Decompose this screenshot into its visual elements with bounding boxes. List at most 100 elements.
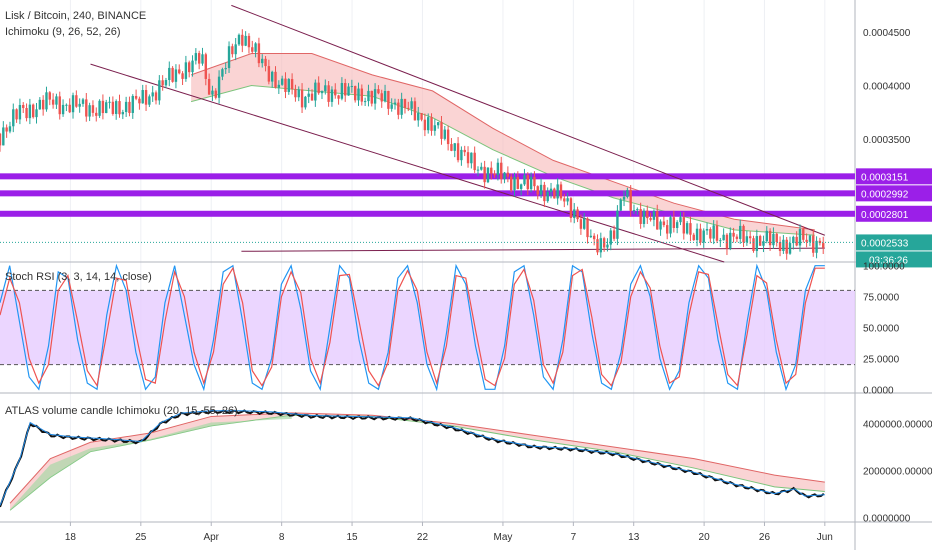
candle-body-197 xyxy=(652,211,656,220)
candle-body-152 xyxy=(503,172,506,180)
x-tick-label-1: 25 xyxy=(135,532,147,543)
level-label-bg-2 xyxy=(856,205,932,222)
stoch-tick-0: 100.0000 xyxy=(863,262,905,273)
candle-body-86 xyxy=(284,78,287,92)
candle-body-97 xyxy=(320,91,324,94)
atlas-cloud-top xyxy=(9,412,825,504)
candle-body-61 xyxy=(201,54,204,64)
candle-body-113 xyxy=(373,89,377,104)
candle-body-130 xyxy=(430,117,433,131)
candle-body-31 xyxy=(101,100,105,114)
candle-body-101 xyxy=(334,89,337,96)
level-label-bg-1 xyxy=(856,185,932,202)
candle-body-242 xyxy=(802,229,805,240)
level-label-2: 0.0002801 xyxy=(861,210,909,221)
candle-body-117 xyxy=(387,90,390,109)
stoch-tick-4: 0.0000 xyxy=(863,385,894,396)
candle-body-239 xyxy=(792,236,795,244)
candle-body-120 xyxy=(397,102,400,115)
candle-body-99 xyxy=(327,85,330,102)
candle-body-118 xyxy=(390,104,393,109)
ichimoku-cloud xyxy=(191,53,815,236)
candle-body-213 xyxy=(705,229,709,231)
candle-body-67 xyxy=(221,69,224,77)
candle-body-225 xyxy=(745,236,749,243)
candle-body-5 xyxy=(15,109,18,120)
candle-body-233 xyxy=(772,233,775,246)
price-pane-title: Lisk / Bitcoin, 240, BINANCE xyxy=(5,10,147,22)
candle-body-204 xyxy=(675,222,679,228)
candle-body-158 xyxy=(523,175,526,185)
candle-body-92 xyxy=(304,96,307,108)
candle-body-83 xyxy=(274,71,277,88)
candle-body-74 xyxy=(244,35,247,46)
candle-body-14 xyxy=(45,92,48,110)
candle-body-245 xyxy=(812,235,815,253)
candle-body-56 xyxy=(184,62,188,79)
candle-body-170 xyxy=(563,198,566,202)
candle-body-126 xyxy=(417,113,420,121)
candle-body-51 xyxy=(168,67,171,81)
candle-body-186 xyxy=(616,210,619,239)
x-tick-label-4: 15 xyxy=(346,532,358,543)
candle-body-121 xyxy=(400,98,403,115)
stoch-rsi-legend: Stoch RSI (3, 3, 14, 14, close) xyxy=(5,271,152,283)
candle-body-88 xyxy=(290,79,294,90)
candle-body-53 xyxy=(174,69,178,82)
candle-body-141 xyxy=(466,152,470,164)
candle-body-216 xyxy=(715,225,719,241)
candle-body-224 xyxy=(742,225,745,243)
candle-body-38 xyxy=(124,101,128,113)
candle-body-160 xyxy=(529,176,533,190)
candle-body-222 xyxy=(735,236,739,239)
trendline-1 xyxy=(90,63,725,263)
candle-body-95 xyxy=(314,82,317,101)
candle-body-128 xyxy=(423,119,427,131)
candle-body-177 xyxy=(586,218,589,238)
ichimoku-legend: Ichimoku (9, 26, 52, 26) xyxy=(5,26,121,38)
trendline-0 xyxy=(231,4,826,236)
candle-body-248 xyxy=(822,243,825,248)
candle-body-104 xyxy=(344,83,347,96)
candle-body-70 xyxy=(231,46,234,55)
atlas-cloud xyxy=(10,412,825,511)
candle-body-200 xyxy=(662,221,666,226)
candle-body-244 xyxy=(808,235,812,242)
candle-body-25 xyxy=(81,99,85,104)
candle-body-91 xyxy=(300,89,304,108)
candle-body-54 xyxy=(178,69,181,74)
candle-body-22 xyxy=(71,95,75,113)
candle-body-44 xyxy=(144,90,148,105)
atlas-tick-2: 0.0000000 xyxy=(863,513,911,524)
ichimoku-cloud-top xyxy=(190,52,815,231)
candle-body-178 xyxy=(589,235,593,238)
stoch-tick-1: 75.0000 xyxy=(863,293,900,304)
stoch-tick-3: 25.0000 xyxy=(863,354,900,365)
candle-body-212 xyxy=(702,230,705,243)
candle-body-132 xyxy=(436,122,440,126)
candle-body-75 xyxy=(247,35,251,48)
x-tick-label-9: 20 xyxy=(699,532,711,543)
candle-body-106 xyxy=(350,86,354,88)
candle-body-127 xyxy=(420,113,423,120)
candle-body-122 xyxy=(403,98,407,108)
candle-body-1 xyxy=(2,127,5,146)
candle-body-16 xyxy=(51,99,55,105)
trendline-2 xyxy=(241,247,825,252)
candle-body-124 xyxy=(410,101,413,109)
candle-body-3 xyxy=(8,126,12,132)
candle-body-167 xyxy=(553,188,556,199)
x-tick-label-3: 8 xyxy=(279,532,285,543)
candle-body-179 xyxy=(592,235,596,240)
candle-body-64 xyxy=(211,90,214,95)
candle-body-80 xyxy=(264,58,267,67)
candle-body-149 xyxy=(493,173,496,176)
candle-body-131 xyxy=(433,125,437,131)
candle-body-42 xyxy=(138,98,141,104)
candle-body-119 xyxy=(393,102,397,105)
candle-body-150 xyxy=(496,162,500,176)
candle-body-173 xyxy=(573,209,576,218)
candle-body-76 xyxy=(251,47,254,52)
x-tick-label-0: 18 xyxy=(65,532,77,543)
candle-body-103 xyxy=(340,83,344,99)
